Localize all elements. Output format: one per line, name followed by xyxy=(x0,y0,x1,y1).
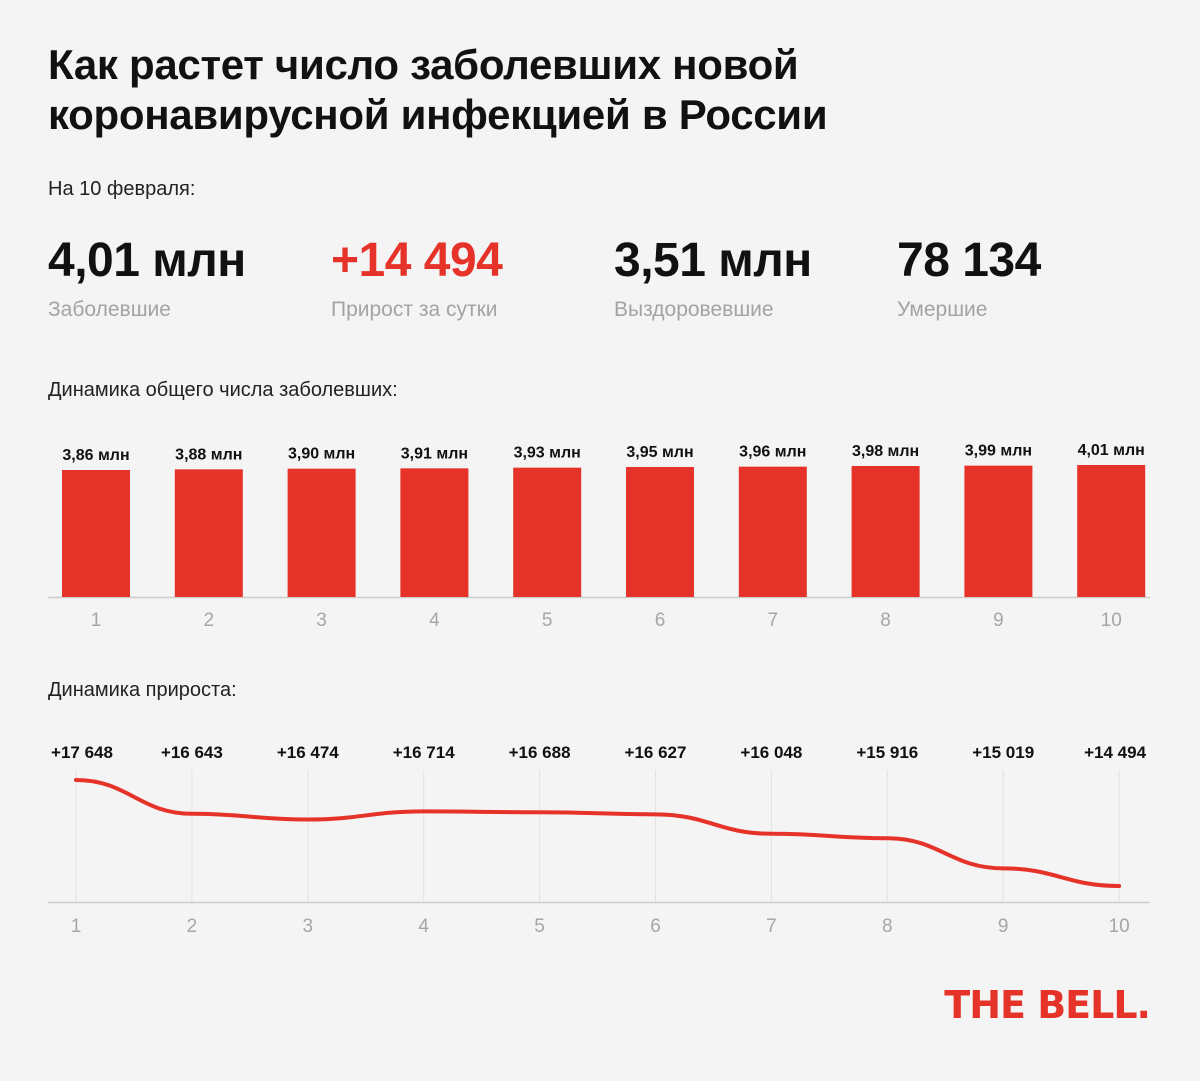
stat-recovered-label: Выздоровевшие xyxy=(614,298,774,321)
bar-data-label: 3,93 млн xyxy=(514,445,581,462)
page-title: Как растет число заболевших новой корона… xyxy=(48,41,828,138)
stat-cases: 4,01 млн Заболевшие xyxy=(48,232,246,322)
bar-data-label: 3,86 млн xyxy=(62,447,129,464)
line-data-label: +16 714 xyxy=(393,743,455,762)
bar xyxy=(964,465,1033,597)
stat-cases-label: Заболевшие xyxy=(48,298,171,321)
bar xyxy=(400,468,469,597)
stat-daily-growth-label: Прирост за сутки xyxy=(331,298,498,321)
the-bell-logo: THE BELL. xyxy=(944,983,1151,1027)
line-tick-label: 10 xyxy=(1109,916,1130,937)
bar-data-label: 3,95 млн xyxy=(626,444,693,461)
stat-recovered-value: 3,51 млн xyxy=(614,234,812,287)
bar-tick-label: 2 xyxy=(204,610,215,631)
line-tick-label: 3 xyxy=(303,916,314,937)
stat-recovered: 3,51 млн Выздоровевшие xyxy=(614,232,812,322)
line-data-label: +16 048 xyxy=(740,743,802,762)
line-data-label: +16 474 xyxy=(277,743,339,762)
bar-data-label: 3,91 млн xyxy=(401,445,468,462)
bar xyxy=(287,468,356,597)
line-tick-label: 1 xyxy=(71,916,82,937)
bar-tick-label: 10 xyxy=(1101,610,1122,631)
bar-tick-label: 5 xyxy=(542,610,553,631)
date-label: На 10 февраля: xyxy=(48,178,196,200)
growth-series-line xyxy=(74,778,1122,888)
bar-tick-label: 6 xyxy=(655,610,666,631)
stat-daily-growth: +14 494 Прирост за сутки xyxy=(331,232,503,322)
bar-data-label: 3,90 млн xyxy=(288,446,355,463)
bar xyxy=(626,467,694,597)
line-tick-label: 7 xyxy=(766,916,777,937)
line-data-label: +14 494 xyxy=(1084,743,1146,762)
bar xyxy=(174,469,243,597)
line-data-label: +15 916 xyxy=(856,743,918,762)
bar-data-label: 3,96 млн xyxy=(739,444,806,461)
bar-chart-title: Динамика общего числа заболевших: xyxy=(48,379,398,401)
bar xyxy=(851,466,920,597)
line-data-label: +17 648 xyxy=(51,743,113,762)
bar-tick-label: 3 xyxy=(316,610,327,631)
bar xyxy=(738,466,807,597)
bar-data-label: 3,88 млн xyxy=(175,446,242,463)
bar-data-label: 3,99 млн xyxy=(965,443,1032,460)
bar-chart: 3,86 млн 1 3,88 млн 2 3,90 млн 3 3,91 млн 4 3,93… xyxy=(48,442,1150,631)
bar xyxy=(62,470,130,597)
line-tick-label: 2 xyxy=(187,916,198,937)
stat-deaths: 78 134 Умершие xyxy=(897,232,1041,322)
bar-data-label: 3,98 млн xyxy=(852,443,919,460)
line-tick-label: 4 xyxy=(418,916,429,937)
line-tick-label: 9 xyxy=(998,916,1009,937)
bar-tick-label: 8 xyxy=(880,610,891,631)
line-tick-label: 8 xyxy=(882,916,893,937)
bar xyxy=(1077,465,1146,597)
line-data-label: +15 019 xyxy=(972,743,1034,762)
line-data-label: +16 643 xyxy=(161,743,223,762)
bar xyxy=(513,467,582,597)
stat-cases-value: 4,01 млн xyxy=(48,234,246,287)
bar-tick-label: 4 xyxy=(429,610,440,631)
line-data-label: +16 627 xyxy=(625,743,687,762)
stat-deaths-value: 78 134 xyxy=(897,234,1041,287)
line-chart: +17 648 1 +16 643 2 +16 474 3 +16 714 4 +16 688 5… xyxy=(48,743,1150,937)
bar-data-label: 4,01 млн xyxy=(1078,442,1145,459)
line-data-label: +16 688 xyxy=(509,743,571,762)
line-chart-title: Динамика прироста: xyxy=(48,679,237,701)
stat-deaths-label: Умершие xyxy=(897,298,988,321)
bar-tick-label: 1 xyxy=(91,610,102,631)
bar-tick-label: 7 xyxy=(768,610,779,631)
bar-tick-label: 9 xyxy=(993,610,1004,631)
line-tick-label: 5 xyxy=(534,916,545,937)
stat-daily-growth-value: +14 494 xyxy=(331,234,503,287)
line-tick-label: 6 xyxy=(650,916,661,937)
